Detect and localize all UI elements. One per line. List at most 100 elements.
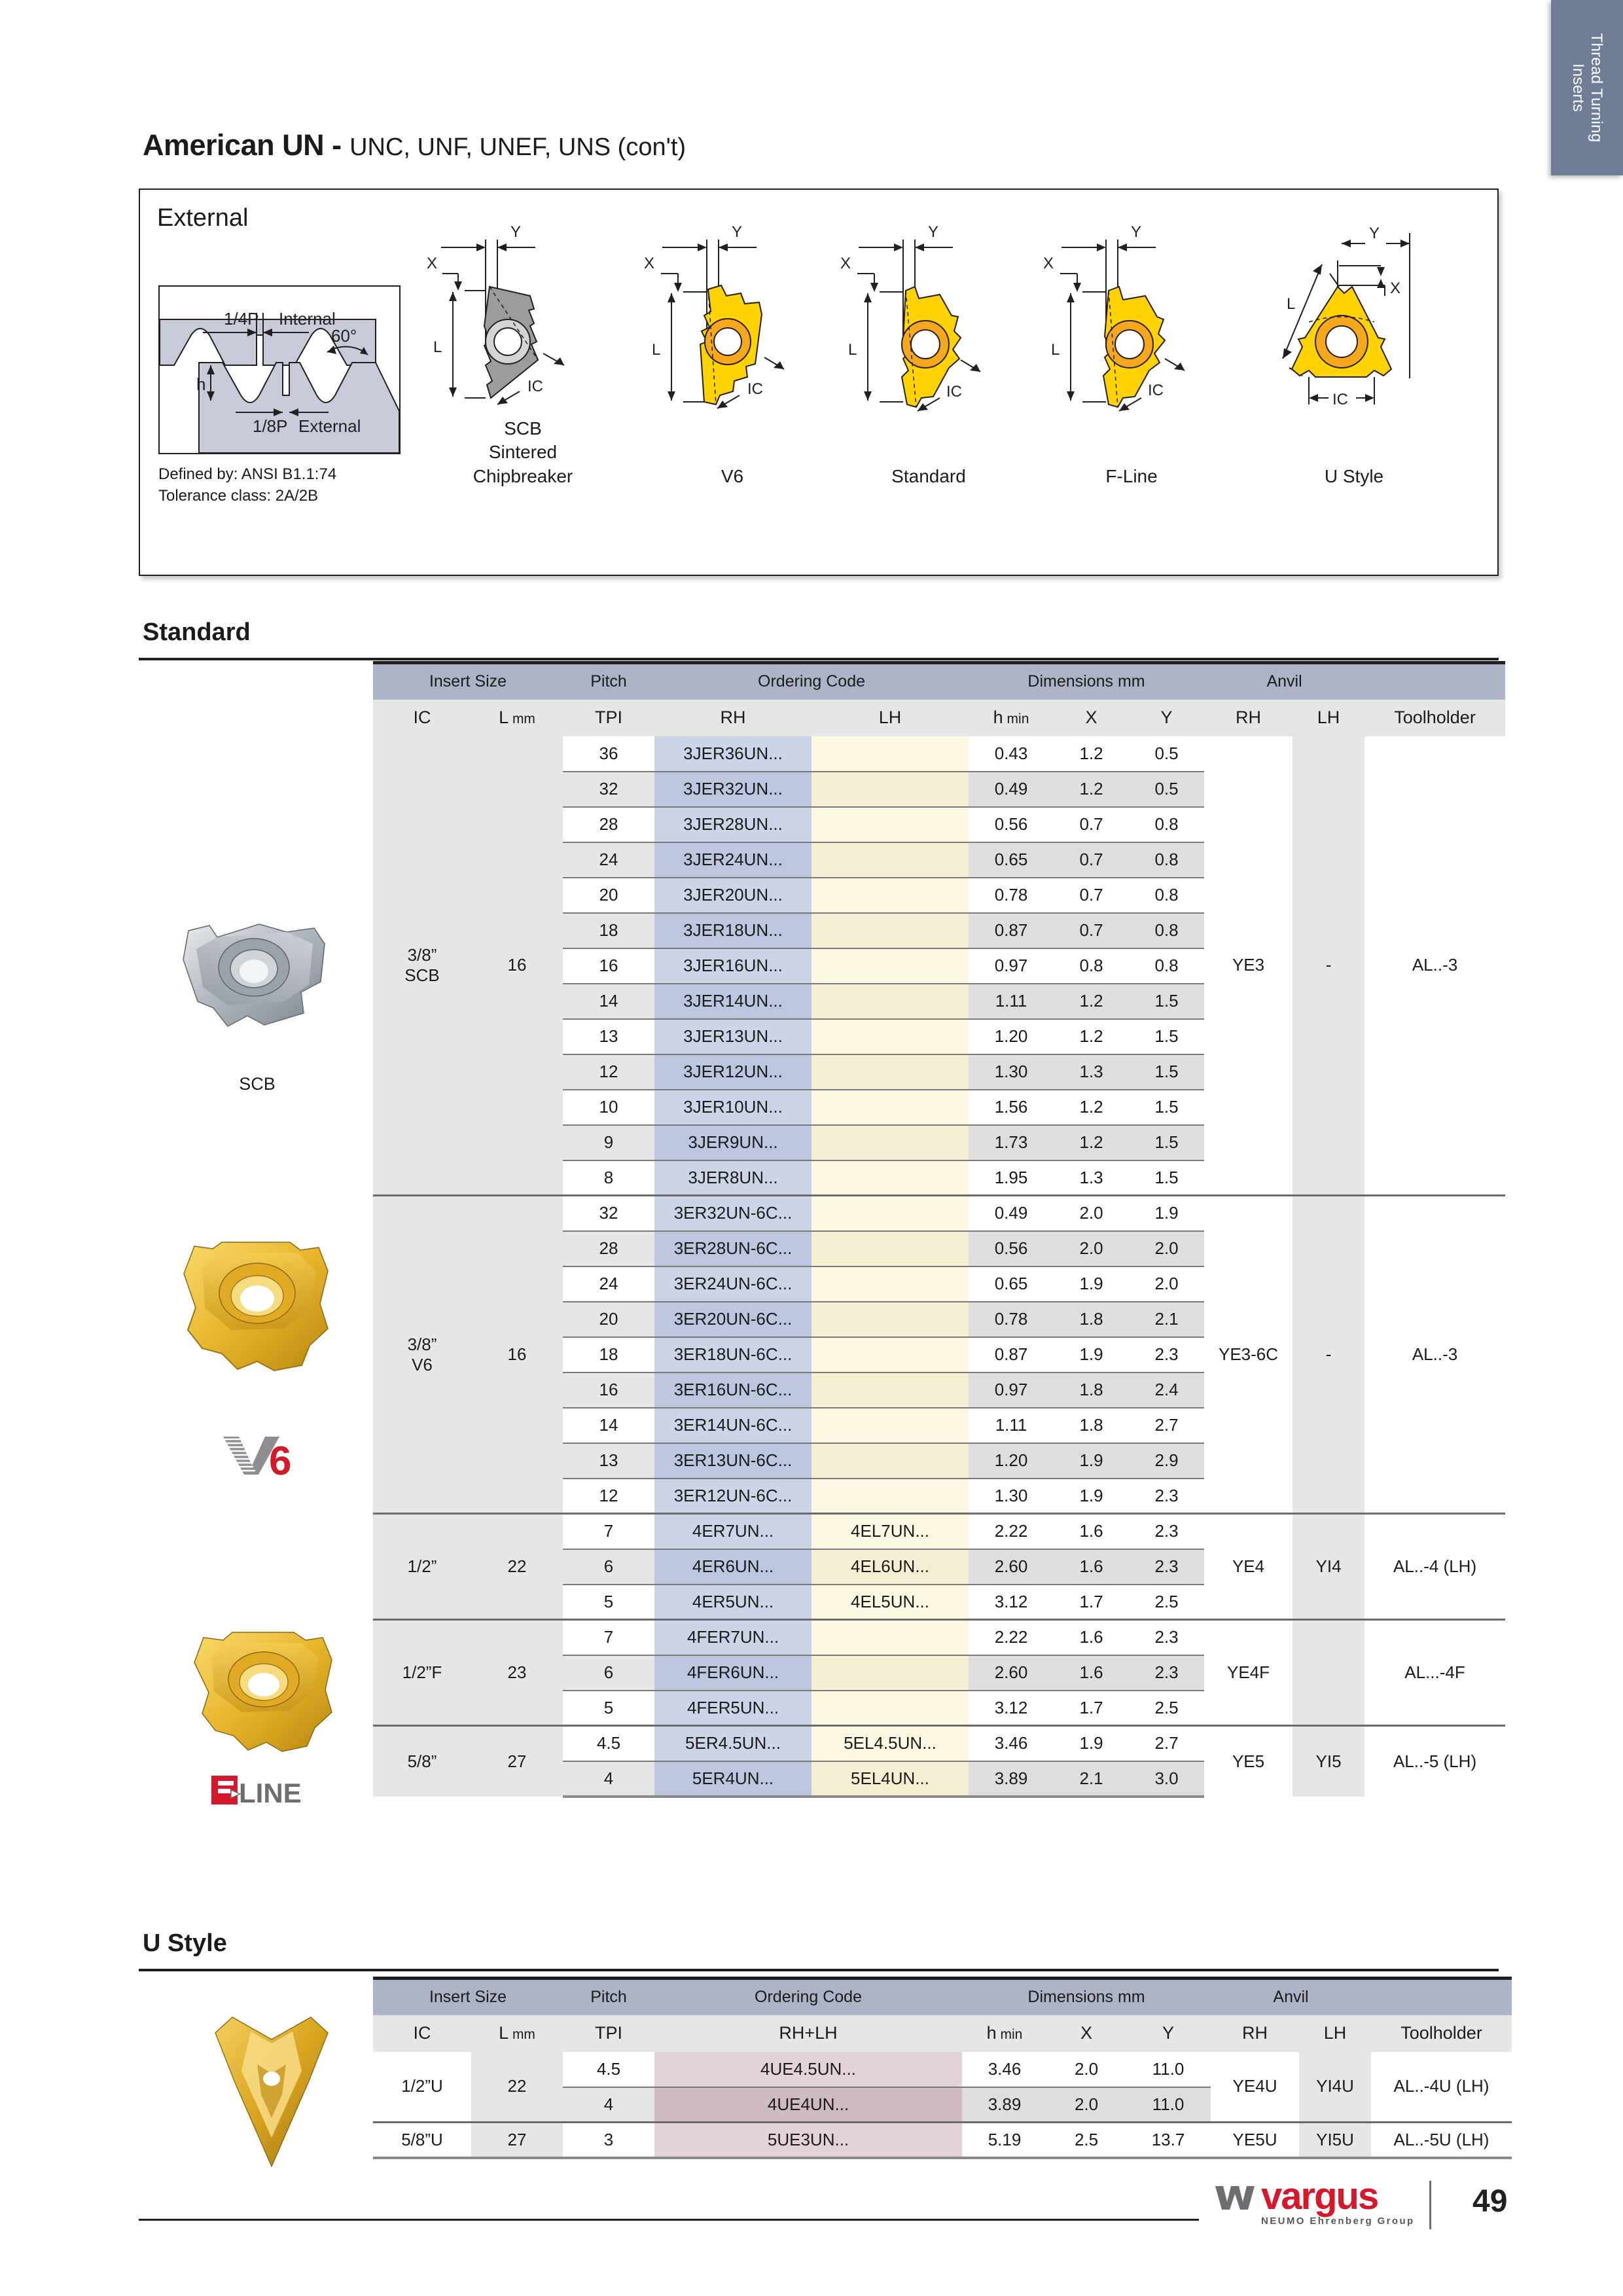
cell-y: 0.8 [1129, 806, 1205, 842]
cell-x: 0.7 [1054, 912, 1130, 948]
cell-y: 1.5 [1129, 1088, 1205, 1125]
v6-logo: 6 [156, 1431, 372, 1480]
product-label-scb: SCB [239, 1074, 276, 1094]
cell-ic: 3/8” SCB [373, 736, 471, 1196]
cell-tpi: 14 [563, 1407, 655, 1443]
svg-text:IC: IC [946, 383, 962, 401]
cell-tpi: 18 [563, 912, 655, 948]
cell-x: 1.9 [1054, 1265, 1130, 1302]
cell-y: 1.5 [1129, 1018, 1205, 1054]
header-col-lh: LH [812, 699, 969, 736]
ustyle-table-row: 5/8”U 27 3 5UE3UN... 5.19 2.5 13.7 YE5U YI5U AL..… [373, 2121, 1512, 2159]
header-col-tpi: TPI [563, 699, 655, 736]
table-row: 3/8” V6 16 32 3ER32UN-6C... 0.49 2.0 1.9 YE3-6C -… [373, 1194, 1506, 1514]
cell-h-min: 1.95 [969, 1159, 1054, 1196]
ustyle-cell-ordering-code: 5UE3UN... [654, 2121, 963, 2159]
cell-tpi: 13 [563, 1442, 655, 1479]
header-col-lmm: L mm [471, 699, 563, 736]
svg-text:Y: Y [510, 223, 521, 241]
insert-standard-caption: Standard [821, 465, 1037, 488]
cell-h-min: 2.22 [969, 1513, 1054, 1549]
caption-tolerance: Tolerance class: 2A/2B [158, 487, 319, 505]
cell-ordering-code-lh [812, 1619, 969, 1655]
header-group-4: Anvil [1204, 661, 1365, 700]
table-row: 5/8” 27 4.5 5ER4.5UN... 5EL4.5UN... 3.46 1.9 2.… [373, 1725, 1506, 1797]
cell-anvil-lh: - [1293, 1194, 1365, 1514]
cell-y: 2.3 [1129, 1336, 1205, 1372]
cell-h-min: 2.22 [969, 1619, 1054, 1655]
cell-ordering-code-lh [812, 1300, 969, 1337]
cell-y: 2.3 [1129, 1654, 1205, 1691]
cell-h-min: 0.87 [969, 1336, 1054, 1372]
table-row: 9 3JER9UN... 1.73 1.2 1.5 [373, 1124, 1505, 1160]
cell-ordering-code-lh: 5EL4.5UN... [812, 1725, 969, 1761]
cell-y: 0.8 [1129, 841, 1205, 878]
external-panel-label: External [157, 204, 249, 232]
vargus-wordmark: vargus [1261, 2175, 1379, 2217]
insert-fline-name: F-Line [1105, 465, 1158, 486]
cell-lmm: 16 [471, 736, 563, 1196]
cell-ordering-code-rh: 4ER6UN... [654, 1548, 812, 1585]
cell-ordering-code-rh: 3JER28UN... [654, 806, 812, 842]
svg-text:1/4P: 1/4P [224, 309, 259, 329]
ustyle-cell-anvil-rh: YE5U [1211, 2121, 1300, 2159]
cell-y: 2.5 [1129, 1583, 1205, 1620]
cell-h-min: 1.73 [969, 1124, 1054, 1160]
cell-x: 1.9 [1054, 1336, 1130, 1372]
cell-ordering-code-rh: 3JER36UN... [654, 736, 812, 772]
insert-v6-name: V6 [721, 465, 744, 486]
insert-diagram-scb: Y X L [415, 213, 631, 488]
header-group-5 [1364, 661, 1506, 700]
cell-x: 1.6 [1054, 1654, 1130, 1691]
page-number: 49 [1472, 2184, 1508, 2219]
cell-lmm: 16 [471, 1194, 563, 1514]
cell-ordering-code-rh: 3ER24UN-6C... [654, 1265, 812, 1302]
cell-ordering-code-lh [812, 1124, 969, 1160]
cell-x: 1.8 [1054, 1371, 1130, 1408]
cell-tpi: 32 [563, 1194, 655, 1231]
insert-ustyle-caption: U Style [1246, 465, 1462, 488]
cell-ordering-code-lh [812, 1018, 969, 1054]
ustyle-header-group-row: Insert Size Pitch Ordering Code Dimensions … [373, 1977, 1512, 2015]
cell-tpi: 12 [563, 1477, 655, 1514]
cell-ic: 5/8” [373, 1725, 471, 1797]
cell-y: 2.3 [1129, 1619, 1205, 1655]
ustyle-cell-ordering-code: 4UE4UN... [654, 2086, 963, 2123]
cell-ordering-code-rh: 3ER14UN-6C... [654, 1407, 812, 1443]
cell-y: 2.5 [1129, 1689, 1205, 1726]
cell-ordering-code-rh: 3JER9UN... [654, 1124, 812, 1160]
ustyle-cell-h-min: 3.46 [962, 2051, 1048, 2087]
cell-x: 1.2 [1054, 1018, 1130, 1054]
ustyle-header-col-toolholder: Toolholder [1371, 2015, 1512, 2052]
cell-h-min: 1.20 [969, 1018, 1054, 1054]
table-row: 24 3ER24UN-6C... 0.65 1.9 2.0 [373, 1265, 1505, 1302]
cell-x: 0.7 [1054, 806, 1130, 842]
cell-anvil-lh: YI5 [1293, 1725, 1365, 1797]
product-image-scb: SCB [149, 903, 365, 1094]
table-row: 14 3JER14UN... 1.11 1.2 1.5 [373, 982, 1505, 1019]
side-tab-line1: Thread Turning [1588, 33, 1606, 143]
table-header-row: IC L mm TPI RH LH h min X Y RH LH Toolholder [373, 699, 1506, 736]
table-row: 6 4ER6UN... 4EL6UN... 2.60 1.6 2.3 [373, 1548, 1505, 1585]
cell-ic: 1/2” [373, 1513, 471, 1620]
ustyle-cell-ic: 5/8”U [373, 2121, 471, 2159]
cell-ordering-code-rh: 3ER20UN-6C... [654, 1300, 812, 1337]
footer-rule [139, 2219, 1199, 2221]
cell-h-min: 0.78 [969, 876, 1054, 913]
svg-text:X: X [840, 255, 851, 272]
svg-text:IC: IC [1332, 391, 1348, 408]
cell-tpi: 8 [563, 1159, 655, 1196]
ustyle-cell-y: 11.0 [1126, 2051, 1211, 2087]
svg-text:60°: 60° [331, 326, 357, 346]
cell-h-min: 3.12 [969, 1689, 1054, 1726]
cell-ordering-code-lh [812, 1194, 969, 1231]
table-row: 10 3JER10UN... 1.56 1.2 1.5 [373, 1088, 1505, 1125]
cell-h-min: 0.43 [969, 736, 1054, 772]
ustyle-cell-anvil-lh: YI4U [1299, 2051, 1372, 2123]
cell-ordering-code-rh: 4ER5UN... [654, 1583, 812, 1620]
cell-tpi: 24 [563, 1265, 655, 1302]
cell-y: 1.5 [1129, 1053, 1205, 1090]
cell-x: 1.8 [1054, 1407, 1130, 1443]
ustyle-cell-y: 11.0 [1126, 2086, 1211, 2123]
header-group-0: Insert Size [373, 661, 563, 700]
